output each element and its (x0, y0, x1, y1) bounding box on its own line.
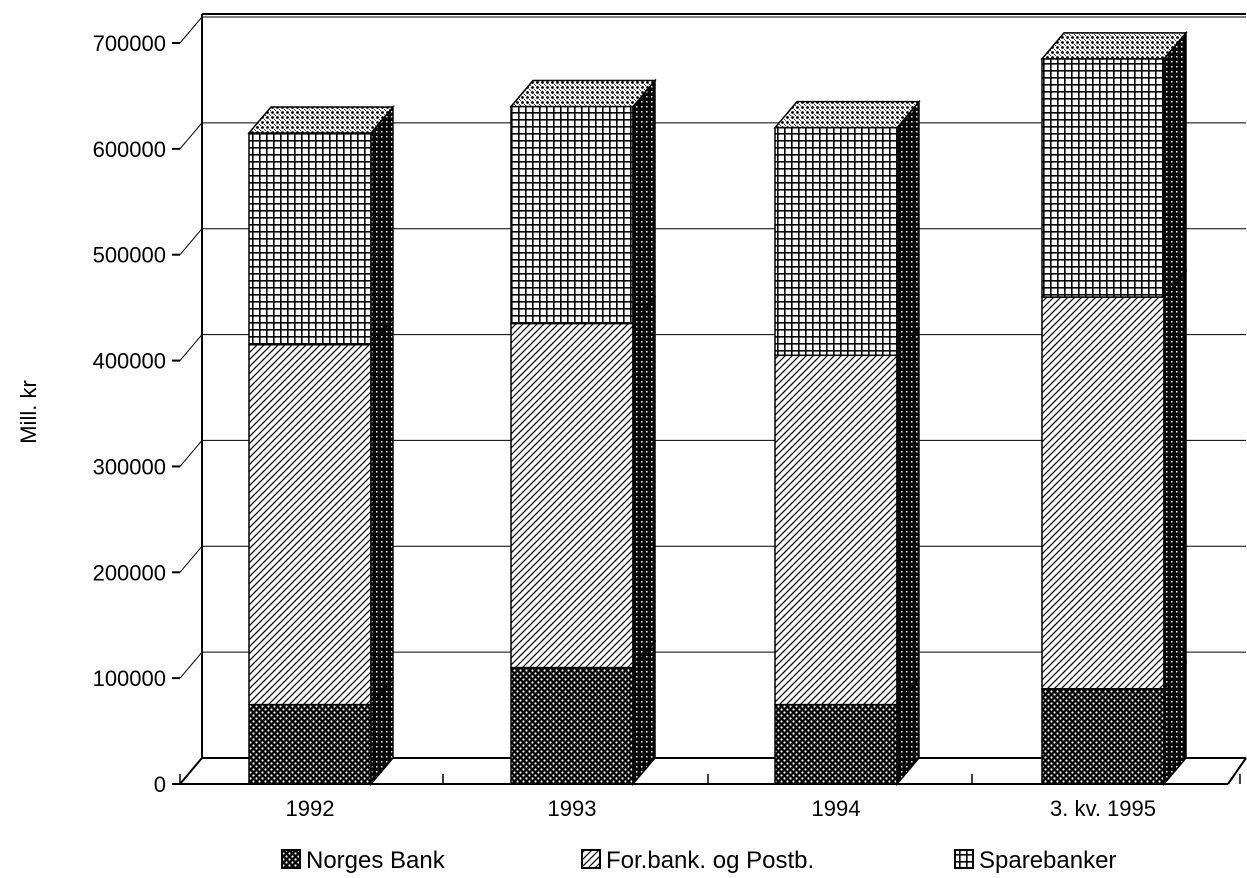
y-tick-label: 200000 (93, 560, 166, 585)
bar-segment-for-bank-og-postb (510, 322, 634, 669)
gridline-depth (179, 440, 203, 467)
bar-segment-for-bank-og-postb (248, 343, 372, 706)
bar-side-sparebanker (632, 78, 656, 326)
bar-group-1994 (773, 99, 921, 787)
bar-top (509, 79, 657, 108)
bar-segment-sparebanker (248, 132, 372, 346)
bar-side-sparebanker (1163, 30, 1187, 300)
bar-group-1992 (247, 104, 395, 787)
bar-side-sparebanker (896, 99, 920, 358)
bar-segment-for-bank-og-postb (1041, 296, 1165, 690)
y-tick-label: 700000 (93, 31, 166, 56)
y-tick-label: 600000 (93, 137, 166, 162)
bar-segment-norges-bank (510, 666, 634, 785)
bar-side-for-bank-og-postb (370, 316, 394, 707)
legend-item-sparebanker: Sparebanker (954, 847, 1116, 874)
bar-segment-sparebanker (1041, 58, 1165, 298)
bar-segment-norges-bank (248, 703, 372, 785)
gridline-depth (179, 334, 203, 361)
bar-group-3-kv-1995 (1040, 30, 1188, 787)
legend-item-norges-bank: Norges Bank (281, 847, 446, 874)
bar-top (1040, 32, 1188, 60)
legend-label: For.bank. og Postb. (606, 847, 814, 874)
bars (247, 30, 1188, 787)
bar-side-for-bank-og-postb (896, 327, 920, 707)
bar-segment-sparebanker (510, 105, 634, 325)
legend-label: Norges Bank (306, 847, 446, 874)
y-axis-ticks: 0 100000 200000 300000 400000 500000 600000 700… (93, 31, 180, 797)
x-tick-label: 3. kv. 1995 (1050, 796, 1156, 821)
y-tick-label: 400000 (93, 349, 166, 374)
bar-segment-norges-bank (1041, 687, 1165, 785)
bar-side-sparebanker (370, 104, 394, 347)
bar-segment-norges-bank (774, 703, 898, 785)
legend-item-for-bank-og-postb: For.bank. og Postb. (581, 847, 814, 874)
y-axis-title: Mill. kr (16, 380, 41, 444)
bar-top (773, 100, 921, 129)
gridline-depth (179, 16, 203, 44)
gridline-depth (179, 651, 203, 679)
y-tick-label: 500000 (93, 243, 166, 268)
y-tick-label: 100000 (93, 666, 166, 691)
bar-side-for-bank-og-postb (632, 295, 656, 670)
bar-top (247, 106, 395, 134)
bar-side-for-bank-og-postb (1163, 269, 1187, 691)
x-tick-label: 1992 (286, 796, 335, 821)
bar-segment-sparebanker (774, 126, 898, 357)
legend-swatch (581, 849, 601, 869)
x-axis-ticks: 1992 1993 1994 3. kv. 1995 (179, 774, 1241, 821)
gridline-depth (179, 228, 203, 256)
legend-label: Sparebanker (979, 847, 1116, 874)
x-tick-label: 1993 (548, 796, 597, 821)
gridline-depth (179, 545, 203, 573)
gridline-depth (179, 122, 203, 150)
bar-group-1993 (509, 78, 657, 787)
legend-swatch (281, 849, 301, 869)
legend: Norges Bank For.bank. og Postb. Sparebanke… (281, 847, 1116, 874)
legend-swatch (954, 849, 974, 869)
y-tick-label: 0 (154, 772, 166, 797)
bar-segment-for-bank-og-postb (774, 354, 898, 706)
x-tick-label: 1994 (812, 796, 861, 821)
y-tick-label: 300000 (93, 454, 166, 479)
